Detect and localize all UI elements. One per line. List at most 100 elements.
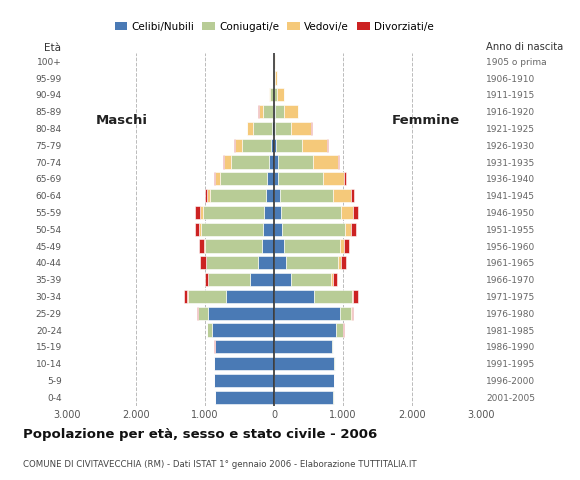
Bar: [274, 172, 278, 185]
Bar: [274, 105, 275, 118]
Text: Maschi: Maschi: [96, 113, 148, 127]
Bar: [264, 206, 274, 219]
Text: Età: Età: [44, 43, 61, 53]
Bar: [275, 72, 277, 84]
Bar: [214, 374, 274, 387]
Bar: [266, 189, 274, 202]
Bar: [271, 139, 274, 152]
Bar: [282, 223, 345, 236]
Bar: [214, 357, 274, 370]
Bar: [341, 206, 353, 219]
Bar: [274, 391, 333, 404]
Bar: [331, 273, 333, 286]
Bar: [206, 189, 211, 202]
Bar: [274, 357, 334, 370]
Bar: [334, 189, 351, 202]
Bar: [205, 273, 208, 286]
Bar: [332, 340, 333, 353]
Bar: [340, 307, 351, 320]
Bar: [313, 156, 338, 168]
Bar: [284, 240, 340, 252]
Bar: [207, 324, 212, 336]
Bar: [274, 273, 291, 286]
Bar: [314, 290, 352, 303]
Bar: [343, 324, 344, 336]
Bar: [241, 139, 271, 152]
Bar: [338, 156, 339, 168]
Bar: [351, 189, 354, 202]
Bar: [184, 290, 187, 303]
Bar: [274, 206, 281, 219]
Bar: [215, 391, 274, 404]
Bar: [235, 139, 241, 152]
Bar: [278, 172, 323, 185]
Bar: [353, 290, 358, 303]
Bar: [205, 189, 206, 202]
Legend: Celibi/Nubili, Coniugati/e, Vedovi/e, Divorziati/e: Celibi/Nubili, Coniugati/e, Vedovi/e, Di…: [110, 17, 438, 36]
Bar: [340, 256, 346, 269]
Bar: [269, 156, 274, 168]
Bar: [277, 156, 313, 168]
Bar: [203, 206, 264, 219]
Bar: [230, 156, 269, 168]
Bar: [273, 72, 274, 84]
Bar: [323, 172, 344, 185]
Bar: [201, 223, 263, 236]
Bar: [352, 307, 353, 320]
Bar: [262, 240, 274, 252]
Bar: [338, 256, 340, 269]
Bar: [208, 307, 274, 320]
Bar: [215, 340, 274, 353]
Bar: [336, 324, 343, 336]
Bar: [200, 256, 206, 269]
Bar: [277, 88, 284, 101]
Bar: [274, 240, 284, 252]
Bar: [188, 290, 226, 303]
Bar: [270, 88, 274, 101]
Bar: [274, 139, 276, 152]
Bar: [226, 290, 274, 303]
Text: Femmine: Femmine: [392, 113, 460, 127]
Bar: [274, 290, 314, 303]
Bar: [195, 223, 200, 236]
Bar: [311, 122, 312, 135]
Bar: [259, 105, 263, 118]
Bar: [284, 105, 298, 118]
Bar: [274, 374, 334, 387]
Bar: [267, 172, 274, 185]
Bar: [353, 206, 358, 219]
Bar: [211, 189, 266, 202]
Bar: [276, 139, 302, 152]
Bar: [208, 273, 250, 286]
Bar: [345, 223, 351, 236]
Bar: [212, 324, 274, 336]
Bar: [263, 223, 274, 236]
Bar: [276, 122, 291, 135]
Bar: [327, 139, 328, 152]
Bar: [291, 122, 311, 135]
Bar: [200, 223, 201, 236]
Bar: [274, 88, 277, 101]
Bar: [344, 172, 346, 185]
Bar: [199, 240, 204, 252]
Bar: [340, 240, 344, 252]
Bar: [291, 273, 331, 286]
Bar: [205, 240, 262, 252]
Bar: [274, 122, 276, 135]
Bar: [274, 340, 332, 353]
Bar: [223, 156, 224, 168]
Bar: [195, 206, 201, 219]
Bar: [206, 256, 258, 269]
Bar: [344, 240, 349, 252]
Bar: [220, 172, 267, 185]
Bar: [198, 307, 208, 320]
Bar: [351, 223, 356, 236]
Bar: [253, 122, 272, 135]
Bar: [272, 122, 274, 135]
Bar: [247, 122, 253, 135]
Bar: [224, 156, 230, 168]
Bar: [215, 172, 220, 185]
Text: Popolazione per età, sesso e stato civile - 2006: Popolazione per età, sesso e stato civil…: [23, 428, 378, 441]
Bar: [274, 72, 275, 84]
Bar: [204, 240, 205, 252]
